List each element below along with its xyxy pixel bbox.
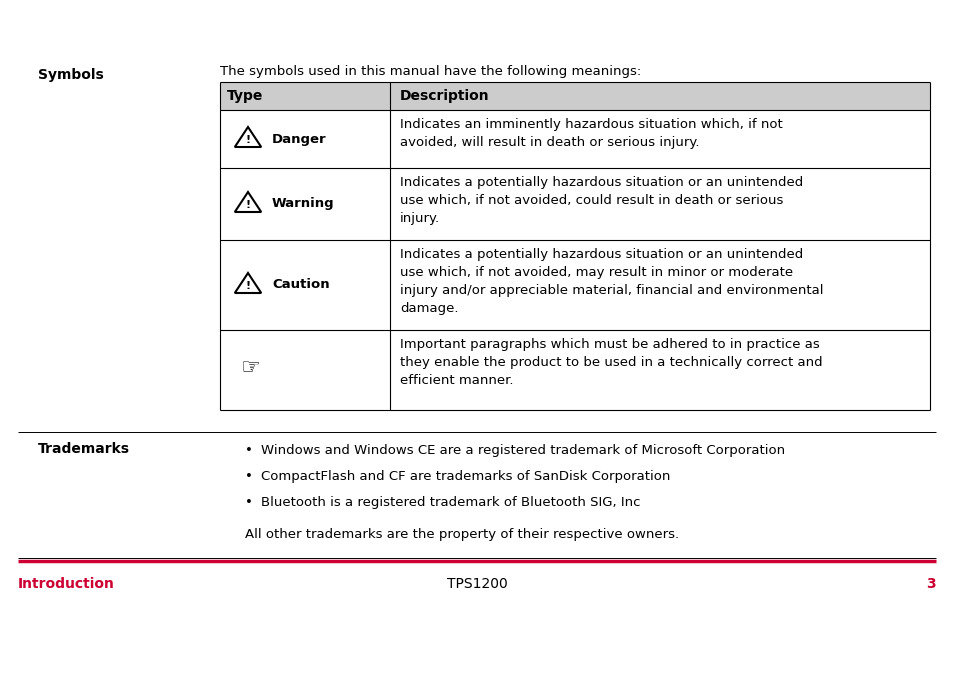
- Text: TPS1200: TPS1200: [446, 577, 507, 591]
- Text: •: •: [245, 470, 253, 483]
- Text: Trademarks: Trademarks: [38, 442, 130, 456]
- Text: Indicates a potentially hazardous situation or an unintended
use which, if not a: Indicates a potentially hazardous situat…: [399, 248, 822, 315]
- Text: •: •: [245, 444, 253, 457]
- Text: Indicates a potentially hazardous situation or an unintended
use which, if not a: Indicates a potentially hazardous situat…: [399, 176, 802, 225]
- Bar: [220, 82, 929, 110]
- Text: !: !: [245, 200, 251, 210]
- Text: Important paragraphs which must be adhered to in practice as
they enable the pro: Important paragraphs which must be adher…: [399, 338, 821, 387]
- Text: Description: Description: [399, 89, 489, 103]
- Text: Type: Type: [227, 89, 263, 103]
- Polygon shape: [234, 273, 261, 293]
- Text: Symbols: Symbols: [38, 68, 104, 82]
- Text: CompactFlash and CF are trademarks of SanDisk Corporation: CompactFlash and CF are trademarks of Sa…: [261, 470, 670, 483]
- Text: Warning: Warning: [272, 198, 335, 211]
- Text: Indicates an imminently hazardous situation which, if not
avoided, will result i: Indicates an imminently hazardous situat…: [399, 118, 781, 149]
- Text: Caution: Caution: [272, 278, 330, 292]
- Text: ☞: ☞: [240, 358, 260, 378]
- Text: Danger: Danger: [272, 133, 326, 146]
- Text: The symbols used in this manual have the following meanings:: The symbols used in this manual have the…: [220, 65, 640, 78]
- Text: Introduction: Introduction: [18, 577, 114, 591]
- Text: •: •: [245, 496, 253, 509]
- Polygon shape: [234, 127, 261, 147]
- Text: Bluetooth is a registered trademark of Bluetooth SIG, Inc: Bluetooth is a registered trademark of B…: [261, 496, 639, 509]
- Text: !: !: [245, 135, 251, 145]
- Text: Windows and Windows CE are a registered trademark of Microsoft Corporation: Windows and Windows CE are a registered …: [261, 444, 784, 457]
- Polygon shape: [234, 192, 261, 212]
- Text: 3: 3: [925, 577, 935, 591]
- Text: All other trademarks are the property of their respective owners.: All other trademarks are the property of…: [245, 528, 679, 541]
- Text: !: !: [245, 281, 251, 291]
